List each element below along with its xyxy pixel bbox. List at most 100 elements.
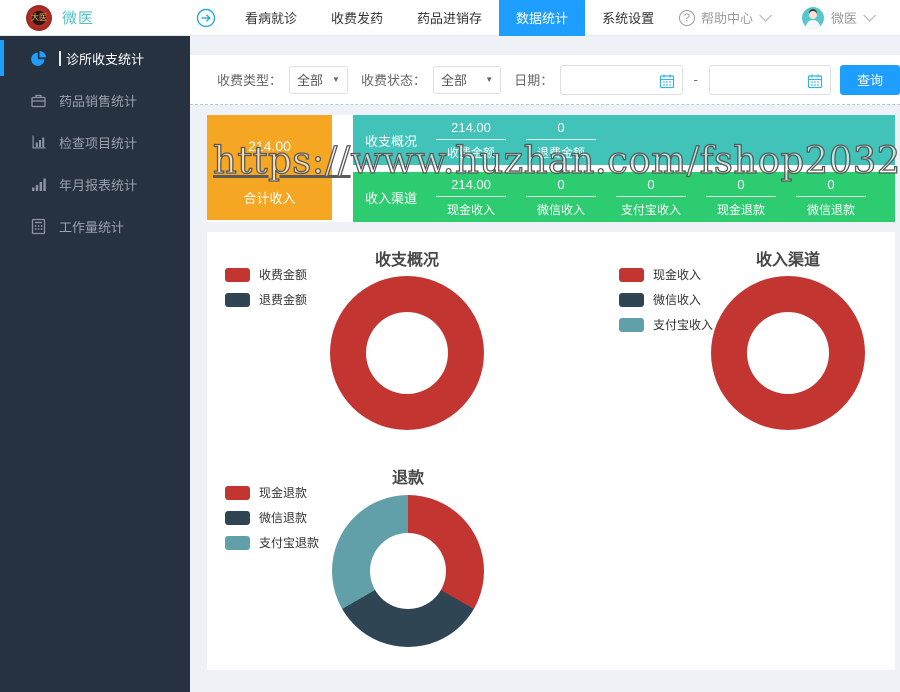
legend-item[interactable]: 支付宝收入 <box>619 316 713 333</box>
fee-type-label: 收费类型： <box>217 73 283 88</box>
stat-value: 0 <box>647 176 655 192</box>
donut-chart-income-channel <box>711 276 865 430</box>
main-content: 收费类型： 全部 ▼ 收费状态： 全部 ▼ 日期： - <box>190 36 900 692</box>
brand: 大医 微医 <box>0 4 190 31</box>
stat-label: 支付宝收入 <box>620 202 681 217</box>
legend-item[interactable]: 退费金额 <box>225 291 307 308</box>
legend-swatch-teal <box>619 317 644 332</box>
stat-value: 214.00 <box>451 176 491 192</box>
chevron-down-icon <box>863 9 876 22</box>
nav-item-settings[interactable]: 系统设置 <box>602 11 655 26</box>
stat-wechat-refund: 0 微信退款 <box>786 177 876 218</box>
legend-label: 支付宝退款 <box>259 536 320 550</box>
legend-label: 现金收入 <box>653 268 702 282</box>
date-start-input[interactable] <box>561 65 682 94</box>
legend-swatch-red <box>225 267 250 282</box>
question-circle-icon: ? <box>678 9 695 26</box>
top-bar: 大医 微医 看病就诊 收费发药 药品进销存 数据统计 系统设置 ? 帮助中心 微… <box>0 0 900 36</box>
chart-title-income-expense: 收支概况 <box>374 252 439 269</box>
nav-item-statistics[interactable]: 数据统计 <box>499 0 586 36</box>
row-title: 收入渠道 <box>365 190 418 206</box>
legend-item[interactable]: 收费金额 <box>225 266 307 283</box>
income-expense-overview-row: 收支概况 214.00 收费金额 0 退费金额 <box>353 115 895 165</box>
nav-item-charging[interactable]: 收费发药 <box>331 11 384 26</box>
sidebar-item-label: 检查项目统计 <box>59 135 138 151</box>
legend-item[interactable]: 现金退款 <box>225 484 319 501</box>
fee-status-label: 收费状态： <box>360 73 426 88</box>
date-end-field[interactable] <box>708 64 832 95</box>
donut-chart-income-expense <box>330 276 484 430</box>
legend-swatch-teal <box>225 535 250 550</box>
sidebar-item-clinic-income-stats[interactable]: 诊所收支统计 <box>0 37 190 79</box>
date-range-separator: - <box>693 72 698 87</box>
legend-label: 微信退款 <box>259 511 308 525</box>
legend-refund: 现金退款 微信退款 支付宝退款 <box>225 484 319 559</box>
stat-value: 0 <box>557 119 565 135</box>
user-menu[interactable]: 微医 <box>801 6 876 29</box>
stat-charged-amount: 214.00 收费金额 <box>426 120 516 161</box>
fee-type-select[interactable]: 全部 ▼ <box>289 65 348 94</box>
legend-swatch-red <box>619 267 644 282</box>
stat-divider <box>706 195 776 197</box>
help-center-menu[interactable]: ? 帮助中心 <box>678 8 772 27</box>
user-name: 微医 <box>830 11 857 26</box>
legend-swatch-red <box>225 485 250 500</box>
date-start-field[interactable] <box>560 64 683 95</box>
sidebar-item-label: 工作量统计 <box>59 219 125 235</box>
stat-divider <box>526 138 596 140</box>
search-button[interactable]: 查询 <box>840 64 900 95</box>
clinic-seal-logo-icon: 大医 <box>26 4 52 31</box>
pie-chart-icon <box>30 50 47 67</box>
summary-panel: 214.00 合计收入 收支概况 214.00 收费金额 0 退费金额 收入渠道 <box>207 115 895 222</box>
date-end-input[interactable] <box>709 65 831 94</box>
nav-item-inventory[interactable]: 药品进销存 <box>417 11 483 26</box>
stat-value: 214.00 <box>451 119 491 135</box>
fee-status-select[interactable]: 全部 ▼ <box>432 65 502 94</box>
stat-refunded-amount: 0 退费金额 <box>516 120 606 161</box>
total-income-value: 214.00 <box>248 138 291 154</box>
nav-item-outpatient[interactable]: 看病就诊 <box>245 11 298 26</box>
app-title: 微医 <box>62 10 95 27</box>
sidebar-item-drug-sales-stats[interactable]: 药品销售统计 <box>0 79 190 121</box>
legend-label: 收费金额 <box>259 268 308 282</box>
stat-label: 退费金额 <box>536 145 585 160</box>
stat-divider <box>436 138 506 140</box>
legend-label: 现金退款 <box>259 486 308 500</box>
fee-type-selected-value: 全部 <box>297 73 324 88</box>
row-title: 收支概况 <box>365 133 418 149</box>
chart-title-refund: 退款 <box>391 470 424 487</box>
stat-cash-income: 214.00 现金收入 <box>426 177 516 218</box>
legend-item[interactable]: 微信收入 <box>619 291 713 308</box>
stat-wechat-income: 0 微信收入 <box>516 177 606 218</box>
donut-chart-refund <box>332 495 484 647</box>
dropdown-caret-icon: ▼ <box>332 75 340 84</box>
chevron-down-icon <box>759 9 772 22</box>
sidebar-item-monthly-report-stats[interactable]: 年月报表统计 <box>0 163 190 205</box>
sidebar-item-label: 年月报表统计 <box>59 177 138 193</box>
date-label: 日期： <box>514 73 554 88</box>
stat-label: 微信退款 <box>806 202 855 217</box>
stat-label: 现金收入 <box>446 202 495 217</box>
legend-swatch-navy <box>225 510 250 525</box>
total-income-card: 214.00 合计收入 <box>207 115 332 220</box>
legend-income-expense: 收费金额 退费金额 <box>225 266 307 316</box>
income-channel-row: 收入渠道 214.00 现金收入 0 微信收入 0 支付宝收入 0 <box>353 172 895 222</box>
briefcase-icon <box>30 92 47 109</box>
stat-cash-refund: 0 现金退款 <box>696 177 786 218</box>
top-nav: 看病就诊 收费发药 药品进销存 数据统计 系统设置 <box>228 0 671 36</box>
stat-alipay-income: 0 支付宝收入 <box>606 177 696 218</box>
legend-label: 退费金额 <box>259 293 308 307</box>
calculator-icon <box>30 218 47 235</box>
legend-item[interactable]: 支付宝退款 <box>225 534 319 551</box>
legend-item[interactable]: 现金收入 <box>619 266 713 283</box>
sidebar-item-exam-project-stats[interactable]: 检查项目统计 <box>0 121 190 163</box>
sidebar-item-workload-stats[interactable]: 工作量统计 <box>0 205 190 247</box>
legend-item[interactable]: 微信退款 <box>225 509 319 526</box>
chart-title-income-channel: 收入渠道 <box>755 252 820 269</box>
legend-label: 支付宝收入 <box>653 318 714 332</box>
filter-bar: 收费类型： 全部 ▼ 收费状态： 全部 ▼ 日期： - <box>190 55 900 105</box>
avatar <box>801 6 824 29</box>
collapse-arrow-icon[interactable] <box>196 8 216 28</box>
trend-bars-icon <box>30 176 47 193</box>
